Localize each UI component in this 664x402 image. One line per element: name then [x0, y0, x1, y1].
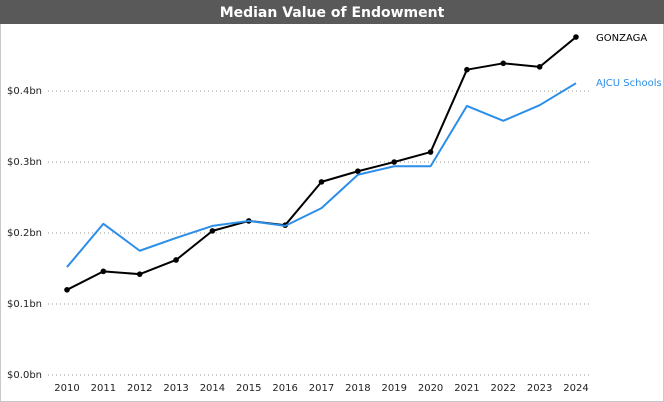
x-tick-label: 2012: [127, 383, 152, 394]
series-line: [66, 82, 577, 268]
point: [318, 179, 325, 185]
y-tick-label: $0.2bn: [7, 228, 42, 239]
x-tick-label: 2018: [345, 383, 370, 394]
title-bar: [0, 0, 664, 24]
point: [536, 64, 543, 70]
point: [136, 271, 143, 277]
point: [427, 149, 434, 155]
x-tick-label: 2023: [527, 383, 552, 394]
y-tick-label: $0.1bn: [7, 299, 42, 310]
point: [64, 287, 70, 293]
point: [209, 228, 216, 234]
y-tick-label: $0.4bn: [7, 86, 42, 97]
series-label: AJCU Schools: [596, 78, 662, 89]
y-tick-label: $0.0bn: [7, 370, 42, 381]
point: [100, 268, 107, 275]
point: [173, 257, 179, 263]
chart-title: Median Value of Endowment: [220, 5, 445, 21]
point: [573, 34, 579, 40]
x-tick-label: 2020: [418, 383, 443, 394]
x-tick-label: 2013: [163, 383, 188, 394]
x-tick-label: 2017: [309, 383, 334, 394]
x-tick-label: 2019: [381, 383, 406, 394]
series-label: GONZAGA: [596, 33, 647, 44]
point: [391, 159, 398, 165]
y-tick-label: $0.3bn: [7, 157, 42, 168]
x-tick-label: 2010: [54, 383, 79, 394]
x-tick-label: 2014: [200, 383, 225, 394]
point: [355, 168, 361, 175]
point: [464, 66, 470, 73]
point: [500, 60, 507, 67]
x-tick-label: 2021: [454, 383, 479, 394]
x-tick-label: 2022: [491, 383, 516, 394]
x-tick-label: 2015: [236, 383, 261, 394]
x-tick-label: 2016: [272, 383, 297, 394]
x-tick-label: 2024: [563, 383, 588, 394]
x-tick-label: 2011: [91, 383, 116, 394]
